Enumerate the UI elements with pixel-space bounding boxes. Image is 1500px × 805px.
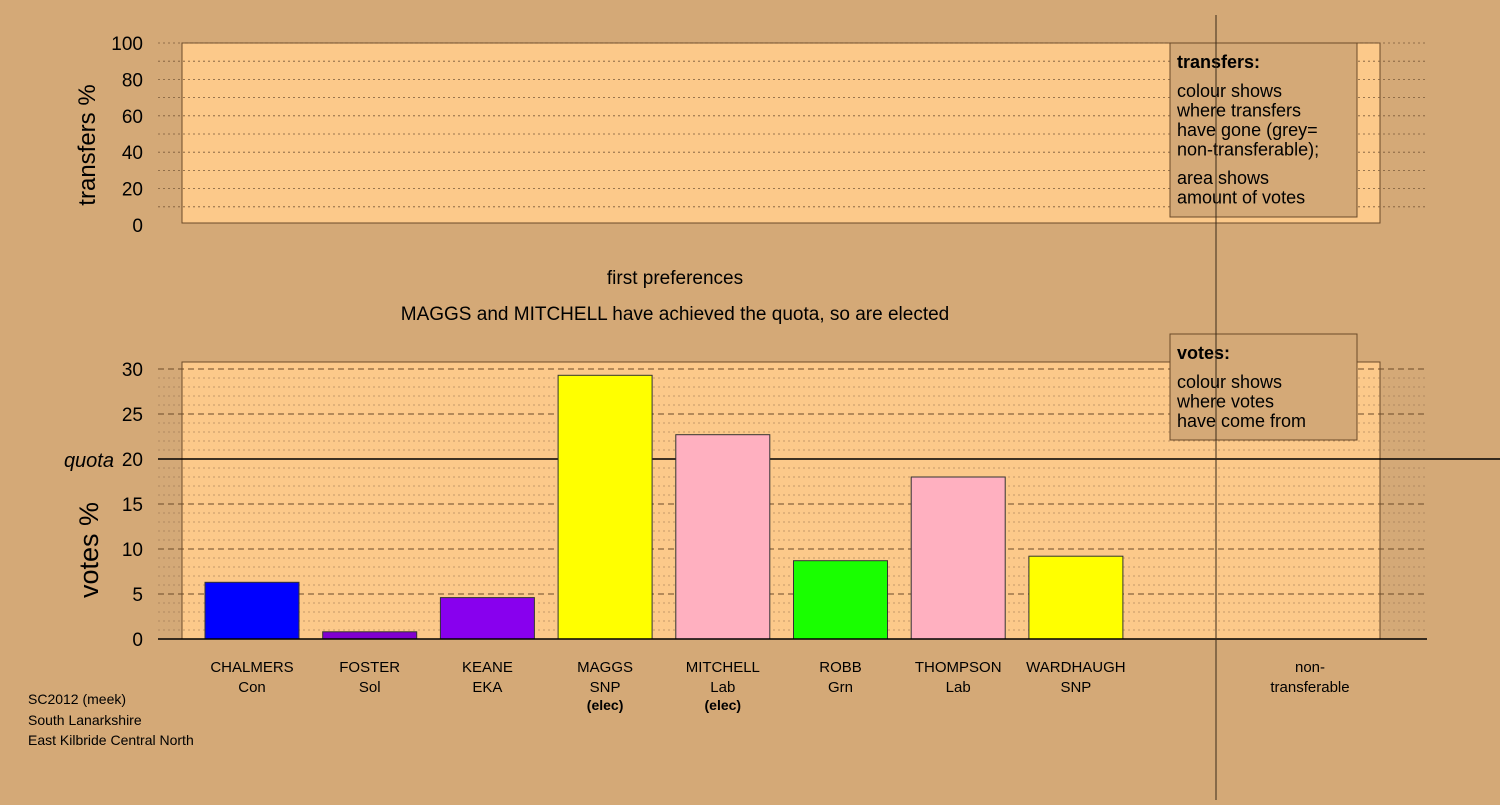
candidate-name: ROBB xyxy=(819,659,862,676)
votes-y-tick-label: 15 xyxy=(122,495,143,516)
candidate-party: Con xyxy=(238,679,266,696)
footer-line-3: East Kilbride Central North xyxy=(28,732,194,748)
transfers-legend-line: have gone (grey= xyxy=(1177,120,1318,140)
transfers-legend-title: transfers: xyxy=(1177,52,1260,72)
transfers-y-tick-label: 100 xyxy=(111,34,143,55)
transfers-legend-line: amount of votes xyxy=(1177,188,1305,208)
vote-bars xyxy=(204,374,1124,640)
votes-y-tick-label: 0 xyxy=(132,630,143,651)
bar-wardhaugh xyxy=(1028,555,1124,640)
candidate-party: SNP xyxy=(590,679,621,696)
stage-subtitle: MAGGS and MITCHELL have achieved the quo… xyxy=(401,304,950,325)
footer-line-1: SC2012 (meek) xyxy=(28,691,126,707)
quota-label: quota xyxy=(64,450,114,472)
bar-thompson xyxy=(910,476,1006,640)
candidate-name: MITCHELL xyxy=(686,659,760,676)
candidate-labels: CHALMERSConFOSTERSolKEANEEKAMAGGSSNP(ele… xyxy=(210,659,1125,713)
bar-keane xyxy=(439,597,535,640)
votes-y-ticks: 0 5 10 15 20 25 30 xyxy=(122,360,143,651)
candidate-elected: (elec) xyxy=(587,697,624,713)
transfers-y-tick-label: 60 xyxy=(122,107,143,128)
bar-maggs xyxy=(557,374,653,640)
candidate-name: MAGGS xyxy=(577,659,633,676)
footer-line-2: South Lanarkshire xyxy=(28,712,142,728)
candidate-party: Sol xyxy=(359,679,381,696)
votes-y-tick-label: 10 xyxy=(122,540,143,561)
transfers-y-ticks: 0 20 40 60 80 100 xyxy=(111,34,143,237)
nontransferable-label-2: transferable xyxy=(1270,679,1349,696)
transfers-legend-line: non-transferable); xyxy=(1177,140,1319,160)
votes-gridlines xyxy=(158,368,1427,631)
candidate-name: WARDHAUGH xyxy=(1026,659,1125,676)
votes-y-tick-label: 25 xyxy=(122,405,143,426)
votes-y-tick-label: 5 xyxy=(132,585,143,606)
bar-foster xyxy=(322,631,418,640)
votes-legend-box xyxy=(1169,333,1358,441)
candidate-party: SNP xyxy=(1060,679,1091,696)
candidate-elected: (elec) xyxy=(705,697,742,713)
bar-mitchell xyxy=(675,434,771,640)
votes-y-tick-label: 20 xyxy=(122,450,143,471)
stage-title: first preferences xyxy=(607,268,743,289)
bar-robb xyxy=(793,560,888,640)
votes-y-axis-label: votes % xyxy=(74,502,104,598)
candidate-party: Lab xyxy=(946,679,971,696)
candidate-party: EKA xyxy=(472,679,502,696)
candidate-party: Lab xyxy=(710,679,735,696)
candidate-name: FOSTER xyxy=(339,659,400,676)
candidate-name: KEANE xyxy=(462,659,513,676)
transfers-y-tick-label: 0 xyxy=(132,216,143,237)
transfers-legend-line: where transfers xyxy=(1176,101,1301,121)
votes-legend-line: where votes xyxy=(1176,392,1274,412)
votes-y-tick-label: 30 xyxy=(122,360,143,381)
transfers-gridlines xyxy=(158,42,1427,208)
transfers-legend-line: area shows xyxy=(1177,168,1269,188)
votes-legend-line: colour shows xyxy=(1177,372,1282,392)
transfers-y-tick-label: 20 xyxy=(122,180,143,201)
candidate-name: THOMPSON xyxy=(915,659,1002,676)
transfers-legend-line: colour shows xyxy=(1177,81,1282,101)
votes-legend-title: votes: xyxy=(1177,343,1230,363)
candidate-party: Grn xyxy=(828,679,853,696)
nontransferable-label-1: non- xyxy=(1295,659,1325,676)
candidate-name: CHALMERS xyxy=(210,659,293,676)
bar-chalmers xyxy=(204,581,300,640)
transfers-legend-box xyxy=(1169,42,1358,218)
transfers-y-axis-label: transfers % xyxy=(74,84,101,205)
votes-legend-line: have come from xyxy=(1177,411,1306,431)
transfers-y-tick-label: 80 xyxy=(122,70,143,91)
transfers-y-tick-label: 40 xyxy=(122,143,143,164)
